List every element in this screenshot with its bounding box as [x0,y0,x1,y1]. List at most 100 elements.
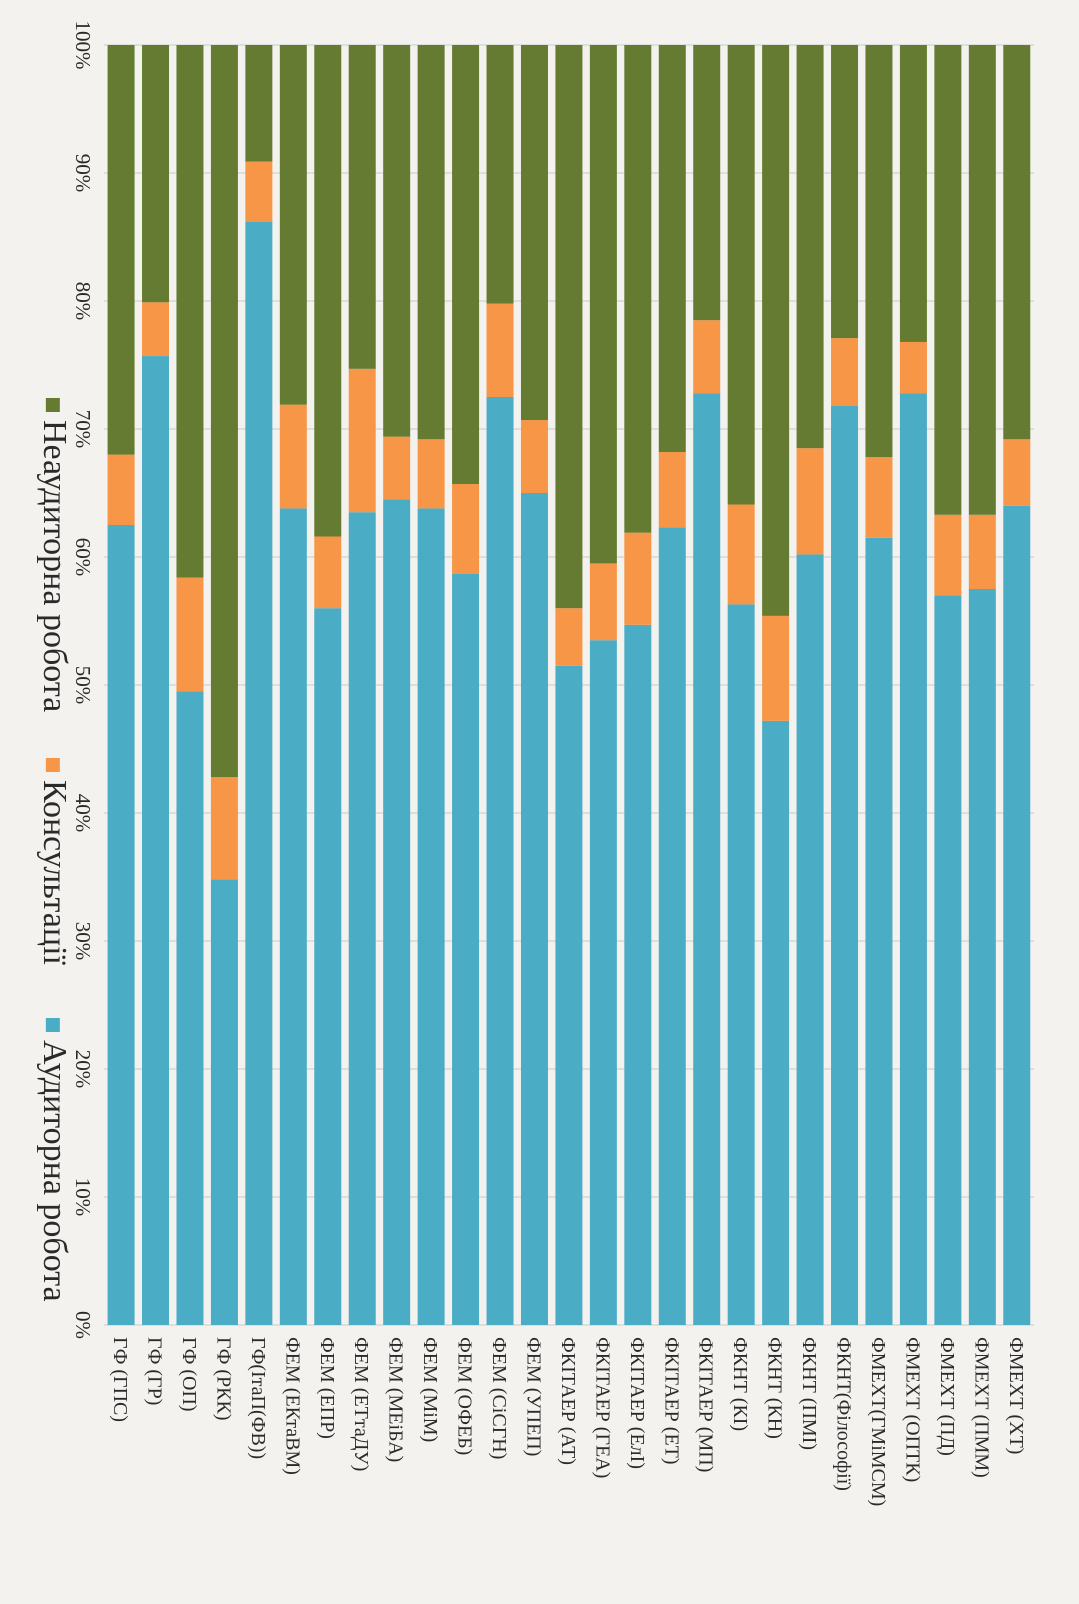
bar-segment [796,448,824,555]
bar-segment [589,563,617,641]
bar-segment [520,493,548,1325]
legend-swatch [45,398,60,412]
bar-segment [762,45,790,616]
category-label: ГФ (ГПС) [109,1337,131,1422]
bar-segment [968,589,996,1325]
category-label: ФЕМ (УПЕП) [522,1337,544,1456]
bar-segment [555,665,583,1325]
bar-segment [624,532,652,625]
bar-segment [727,504,755,605]
bar-segment [968,514,996,590]
bar-segment [348,45,376,369]
bar-segment [452,484,480,574]
bar-segment [348,512,376,1325]
bar-segment [831,405,859,1325]
bar-segment [934,595,962,1325]
bar-segment [314,608,342,1325]
category-label: ФЕМ (ЕКтаВМ) [281,1337,303,1475]
bar-segment [142,302,170,357]
bar-segment [142,45,170,303]
bar-segment [417,45,445,440]
category-label: ФКНТ (ПМІ) [798,1337,820,1450]
value-tick-label: 50% [71,666,95,705]
bar-segment [210,777,238,880]
bar-segment [865,45,893,458]
bar-segment [624,624,652,1325]
bar-segment [279,404,307,509]
category-label: ФМЕХТ (ОПТК) [901,1337,923,1482]
category-label: ГФ (ОП) [178,1337,200,1412]
bar-segment [865,457,893,538]
bar-segment [589,640,617,1325]
category-label: ФМЕХТ(ГМіМСМ) [867,1337,889,1506]
bar-segment [383,45,411,437]
bar-segment [589,45,617,564]
category-label: ФКІТАЕР (МП) [695,1337,717,1472]
legend-label: Консультації [36,780,73,966]
category-label: ФЕМ (СіСГН) [488,1337,510,1459]
bar-segment [176,577,204,692]
bar-segment [520,420,548,494]
bar-segment [693,393,721,1326]
category-label: ФКІТАЕР (ЕлІ) [626,1337,648,1469]
bar-segment [899,341,927,394]
value-axis-ticks: 0% 10% 20% 30% 40% 50% 60% 70% 80% 90% 100% [71,21,95,1340]
bar-segment [520,45,548,421]
bar-segment [762,720,790,1325]
category-label: ФКНТ (КІ) [729,1337,751,1431]
bar-segment [555,45,583,609]
bar-segment [693,320,721,394]
bar-segment [107,454,135,526]
bar-segment [1003,439,1031,506]
bars [107,45,1031,1326]
bar-segment [968,45,996,515]
bar-segment [245,221,273,1325]
bar-segment [934,45,962,515]
legend-label: Аудиторна робота [36,1040,73,1302]
legend-swatch [45,758,60,772]
bar-segment [417,439,445,509]
bar-segment [210,879,238,1325]
value-tick-label: 80% [71,282,95,321]
bar-segment [176,691,204,1325]
bar-segment [762,615,790,721]
bar-segment [624,45,652,533]
bar-segment [245,161,273,222]
category-axis-labels: ФМЕХТ (ХТ) ФМЕХТ (ПММ) ФМЕХТ (ПД) ФМЕХТ (ОП… [109,1337,1027,1506]
bar-segment [899,393,927,1326]
bar-segment [314,536,342,609]
value-tick-label: 40% [71,794,95,833]
category-label: ФМЕХТ (ПД) [936,1337,958,1456]
rotated-plot-group: 0% 10% 20% 30% 40% 50% 60% 70% 80% 90% 100% ФМЕХТ … [36,21,1034,1506]
bar-segment [727,604,755,1325]
bar-segment [899,45,927,342]
bar-segment [658,527,686,1325]
legend-swatch [45,1018,60,1032]
bar-segment [865,537,893,1325]
bar-segment [210,45,238,778]
bar-segment [279,45,307,405]
bar-segment [831,338,859,406]
bar-segment [107,525,135,1325]
category-label: ГФ(ІтаП(ФВ)) [247,1337,269,1459]
bar-segment [452,573,480,1325]
bar-segment [796,45,824,449]
value-tick-label: 0% [71,1311,95,1339]
category-label: ФКІТАЕР (АТ) [557,1337,579,1465]
category-label: ФМЕХТ (ХТ) [1005,1337,1027,1454]
legend: Аудиторна робота Консультації Неаудиторна … [36,398,73,1302]
bar-segment [727,45,755,505]
bar-segment [486,303,514,397]
legend-label: Неаудиторна робота [36,420,73,712]
category-label: ГФ (РКК) [212,1337,234,1421]
bar-segment [314,45,342,537]
bar-segment [486,397,514,1325]
bar-segment [934,514,962,596]
category-label: ФКІТАЕР (ГЕА) [591,1337,613,1478]
bar-segment [452,45,480,485]
bar-segment [107,45,135,455]
category-label: ФЕМ (ЕТтаДУ) [350,1337,372,1471]
bar-segment [831,45,859,339]
